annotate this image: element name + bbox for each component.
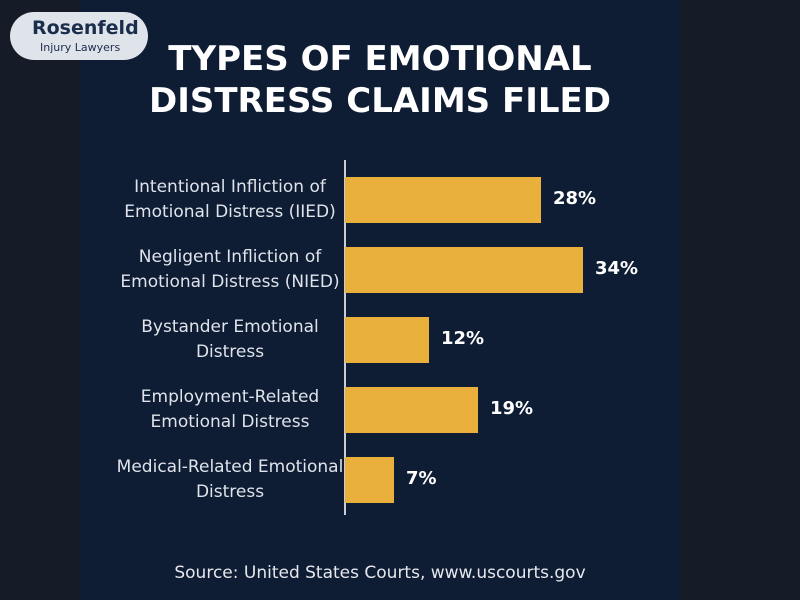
bar — [345, 177, 541, 223]
bar — [345, 247, 583, 293]
bar — [345, 317, 429, 363]
category-label: Bystander Emotional Distress — [141, 317, 319, 362]
value-label: 7% — [406, 468, 437, 489]
logo-name: Rosenfeld — [32, 17, 139, 39]
value-label: 28% — [553, 188, 597, 209]
category-label: Intentional Infliction of Emotional Dist… — [124, 177, 336, 222]
bar — [345, 457, 394, 503]
logo[interactable]: Rosenfeld Injury Lawyers — [10, 12, 148, 60]
source: Source: United States Courts, www.uscour… — [174, 563, 586, 583]
category-label: Employment-Related Emotional Distress — [140, 387, 320, 432]
bar — [345, 387, 478, 433]
chart-title: TYPES OF EMOTIONAL DISTRESS CLAIMS FILED — [149, 39, 611, 121]
value-label: 34% — [595, 258, 639, 279]
logo-tagline: Injury Lawyers — [40, 41, 121, 54]
category-label: Negligent Infliction of Emotional Distre… — [120, 247, 340, 292]
value-label: 19% — [490, 398, 534, 419]
value-label: 12% — [441, 328, 485, 349]
category-label: Medical-Related Emotional Distress — [116, 457, 344, 502]
